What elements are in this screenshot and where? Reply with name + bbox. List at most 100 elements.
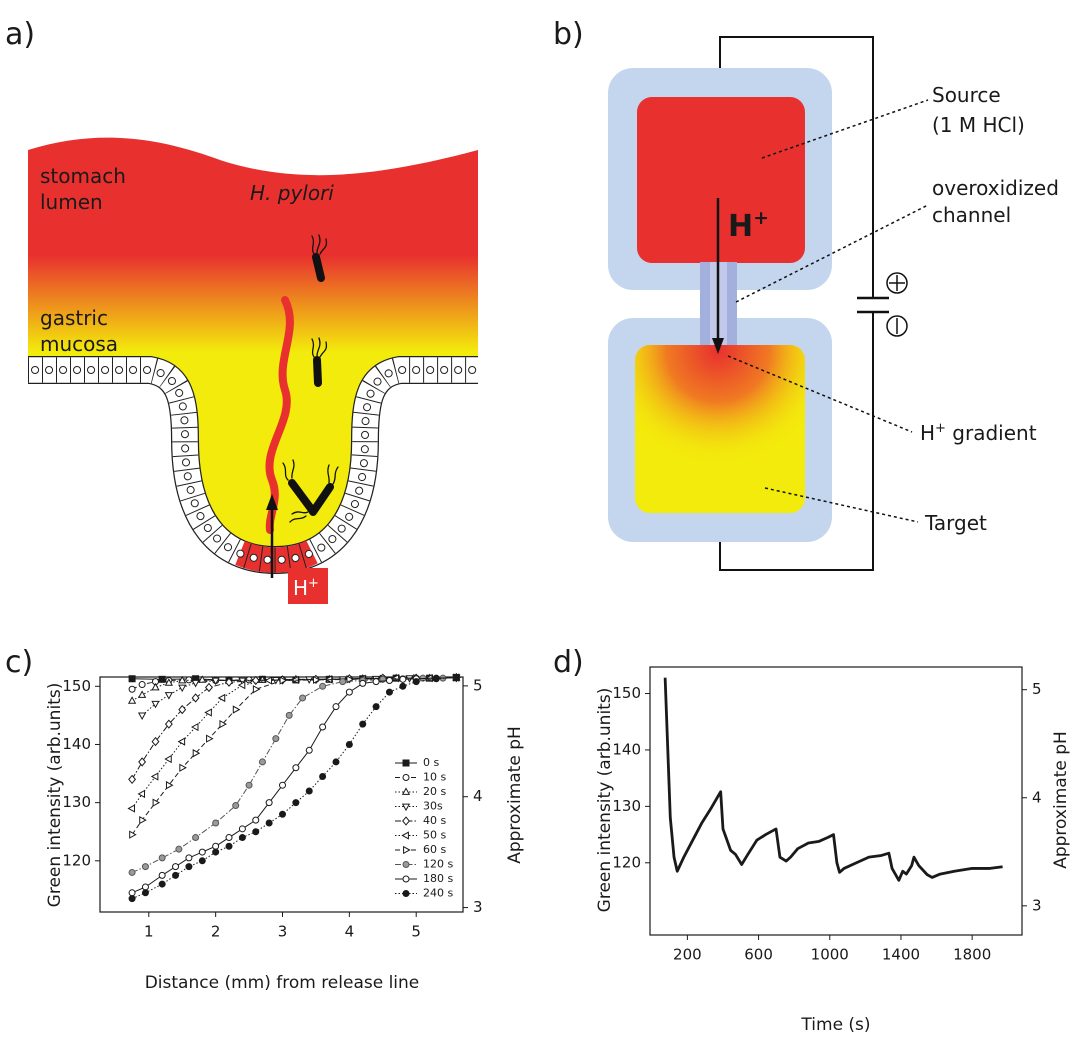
- marker: [399, 675, 407, 683]
- legend-marker: [402, 875, 410, 883]
- proton-label: H+: [728, 207, 769, 244]
- x-tick-label: 1800: [953, 946, 991, 964]
- x-tick-label: 200: [673, 946, 702, 964]
- marker: [285, 711, 293, 719]
- marker: [137, 712, 147, 721]
- marker: [299, 694, 307, 702]
- marker: [319, 682, 327, 690]
- marker: [178, 675, 187, 684]
- label: lumen: [40, 190, 103, 214]
- gradient: [635, 345, 805, 513]
- panel-label: c): [5, 645, 33, 680]
- series-line: [131, 677, 457, 809]
- marker: [198, 675, 207, 683]
- y-tick-label: 130: [62, 793, 91, 811]
- y-tick-label: 150: [612, 684, 641, 702]
- panel-label: b): [553, 17, 584, 52]
- marker: [252, 828, 260, 836]
- marker: [245, 781, 253, 789]
- legend-label: 0 s: [423, 756, 439, 769]
- marker: [138, 681, 146, 689]
- marker: [172, 871, 180, 879]
- marker: [164, 692, 174, 700]
- marker: [128, 675, 136, 683]
- x-axis-label: Distance (mm) from release line: [145, 973, 420, 993]
- marker: [190, 722, 199, 732]
- marker: [128, 868, 136, 876]
- marker: [238, 825, 246, 833]
- marker: [204, 708, 212, 717]
- label: Target: [924, 511, 987, 535]
- stomach-diagram: H+ stomach lumen H. pylori gastric mucos…: [24, 137, 482, 604]
- marker: [225, 677, 233, 687]
- marker: [272, 735, 280, 743]
- marker: [151, 682, 160, 691]
- x-tick-label: 600: [744, 946, 773, 964]
- source: [637, 97, 805, 263]
- legend-label: 240 s: [423, 887, 453, 900]
- marker: [251, 675, 260, 686]
- marker: [219, 719, 227, 729]
- legend-marker: [401, 803, 411, 812]
- marker: [198, 848, 206, 856]
- marker: [141, 863, 149, 871]
- marker: [372, 678, 380, 686]
- legend-label: 30s: [423, 800, 443, 813]
- marker: [198, 857, 206, 865]
- y2-tick-label: 4: [1032, 788, 1042, 806]
- legend-marker: [402, 759, 410, 767]
- marker: [128, 685, 136, 693]
- marker: [172, 863, 180, 871]
- y-tick-label: 140: [62, 735, 91, 753]
- marker: [192, 834, 200, 842]
- marker: [339, 678, 347, 686]
- marker: [206, 734, 214, 743]
- label: channel: [932, 203, 1011, 227]
- marker: [128, 889, 136, 897]
- y-tick-label: 120: [612, 853, 641, 871]
- marker: [279, 781, 287, 789]
- marker: [175, 845, 183, 853]
- marker: [319, 723, 327, 731]
- proton-box: [288, 568, 328, 604]
- marker: [265, 819, 273, 827]
- marker: [158, 675, 166, 683]
- marker: [385, 688, 393, 696]
- marker: [238, 834, 246, 842]
- marker: [179, 763, 187, 772]
- label: gastric: [40, 306, 108, 330]
- legend-label: 180 s: [423, 872, 453, 885]
- label: overoxidized: [932, 176, 1059, 200]
- marker: [137, 789, 146, 799]
- marker: [452, 674, 460, 682]
- marker: [127, 696, 137, 704]
- x-tick-label: 1400: [882, 946, 920, 964]
- x-tick-label: 2: [211, 923, 221, 941]
- legend-marker: [401, 787, 411, 795]
- marker: [345, 740, 353, 748]
- marker: [129, 830, 137, 839]
- x-tick-label: 1000: [811, 946, 849, 964]
- chart: 200 600 1000 1400 1800 120 130 140 150 3 4 5: [612, 666, 1042, 964]
- marker: [252, 816, 260, 824]
- legend-marker: [403, 845, 411, 855]
- y-tick-label: 120: [62, 851, 91, 869]
- y2-tick-label: 3: [1032, 896, 1042, 914]
- marker: [191, 693, 200, 703]
- x-tick-label: 1: [144, 923, 154, 941]
- y2-tick-label: 3: [473, 898, 483, 916]
- marker: [127, 804, 135, 813]
- series-line: [131, 677, 457, 873]
- y-tick-label: 140: [612, 740, 641, 758]
- marker: [399, 682, 407, 690]
- label: H. pylori: [250, 181, 334, 205]
- marker: [211, 677, 220, 686]
- label: stomach: [40, 164, 126, 188]
- proton-sup: +: [308, 576, 319, 591]
- proton-label: H+: [293, 576, 319, 600]
- x-tick-label: 4: [345, 923, 355, 941]
- x-tick-label: 3: [278, 923, 288, 941]
- y2-axis-label: Approximate pH: [505, 726, 525, 864]
- marker: [177, 737, 186, 746]
